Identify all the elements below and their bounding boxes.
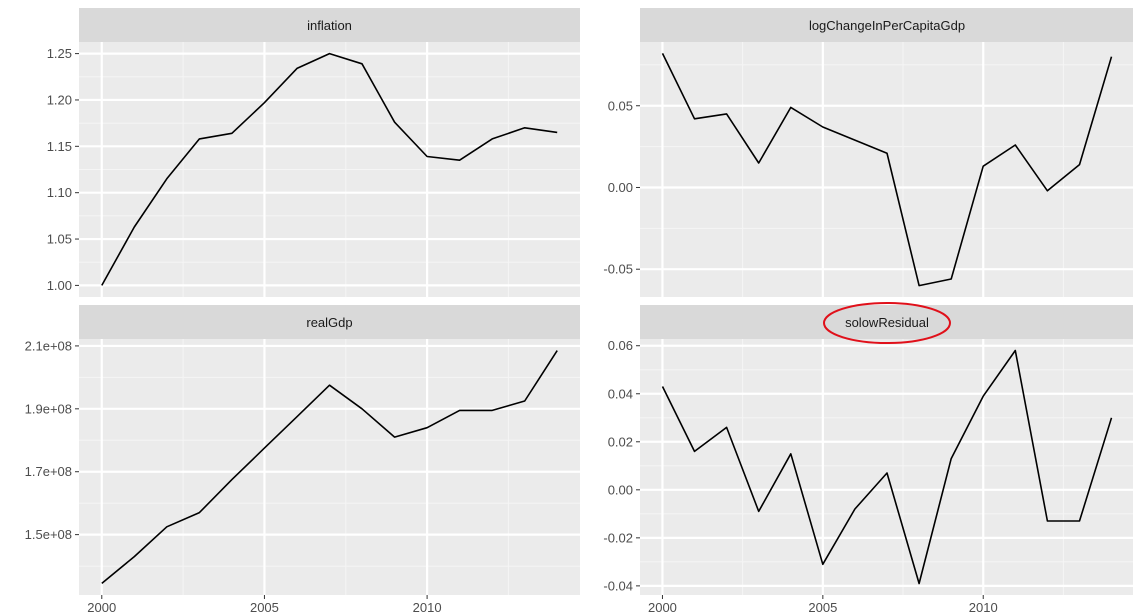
y-tick-label: 2.1e+08 — [25, 338, 72, 353]
panel-realGdp: realGdp 1.5e+08 1.7e+08 1.9e+08 2.1e+08 2000 2… — [25, 305, 580, 614]
y-tick-label: 1.25 — [47, 46, 72, 61]
strip-title: inflation — [307, 18, 352, 33]
x-tick-label: 2000 — [648, 600, 677, 614]
x-tick-label: 2000 — [87, 600, 116, 614]
y-tick-label: 1.00 — [47, 278, 72, 293]
series-line — [101, 52, 558, 286]
strip-title: realGdp — [306, 315, 352, 330]
y-tick-label: 0.04 — [608, 386, 633, 401]
y-tick-label: 1.05 — [47, 232, 72, 247]
y-tick-label: -0.04 — [603, 578, 633, 593]
strip-title: logChangeInPerCapitaGdp — [809, 18, 965, 33]
series-line — [101, 350, 558, 585]
x-tick-label: 2005 — [808, 600, 837, 614]
y-tick-label: -0.05 — [603, 262, 633, 277]
y-tick-label: 0.05 — [608, 98, 633, 113]
panel-background — [79, 339, 580, 595]
panel-background — [640, 339, 1133, 595]
series-line — [661, 53, 1113, 287]
x-tick-label: 2010 — [413, 600, 442, 614]
y-tick-label: 0.00 — [608, 180, 633, 195]
y-tick-label: 0.06 — [608, 338, 633, 353]
y-tick-label: 0.02 — [608, 434, 633, 449]
y-tick-label: 1.7e+08 — [25, 464, 72, 479]
highlight-ellipse — [823, 302, 951, 344]
y-tick-label: -0.02 — [603, 530, 633, 545]
panel-solowResidual: solowResidual -0.04 -0.02 0.00 0.02 0.04 0.06 2… — [603, 302, 1133, 614]
strip-realGdp — [79, 305, 580, 339]
strip-title: solowResidual — [845, 315, 929, 330]
panel-background — [640, 42, 1133, 297]
y-tick-label: 1.5e+08 — [25, 527, 72, 542]
series-line — [661, 349, 1113, 585]
x-tick-label: 2010 — [969, 600, 998, 614]
y-tick-label: 1.10 — [47, 185, 72, 200]
x-tick-label: 2005 — [250, 600, 279, 614]
panel-logChangeInPerCapitaGdp: logChangeInPerCapitaGdp -0.05 0.00 0.05 — [603, 8, 1133, 297]
strip-solowResidual — [640, 305, 1133, 339]
panel-inflation: inflation 1.00 1.05 1.10 1.15 1.20 1.25 — [47, 8, 580, 297]
y-tick-label: 1.9e+08 — [25, 401, 72, 416]
y-tick-label: 1.15 — [47, 139, 72, 154]
y-tick-label: 0.00 — [608, 482, 633, 497]
y-tick-label: 1.20 — [47, 92, 72, 107]
strip-inflation — [79, 8, 580, 42]
strip-logChangeInPerCapitaGdp — [640, 8, 1133, 42]
